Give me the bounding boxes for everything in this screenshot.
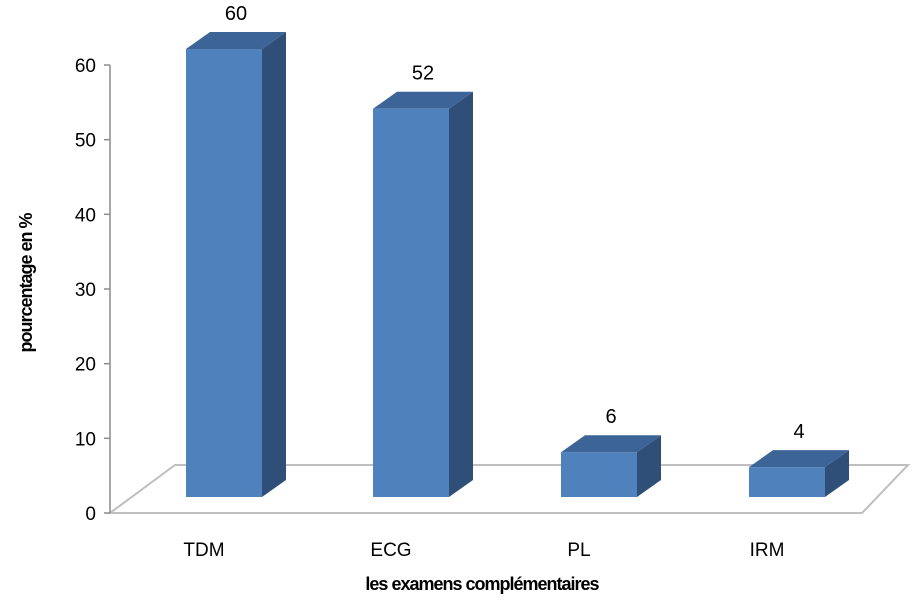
chart-floor [106,464,911,514]
bar-ecg [373,91,473,497]
x-axis-title: les examens complémentaires [365,574,599,594]
floor [106,464,911,514]
bar-side [825,450,849,497]
y-tick-label: 30 [75,280,96,301]
bar-front [186,49,262,497]
x-tick-label: PL [567,540,590,561]
data-label: 4 [793,421,804,443]
bar-tdm [186,32,286,497]
y-tick-label: 40 [75,205,96,226]
x-tick-label: IRM [750,540,785,561]
bar-side [449,91,473,497]
bar-front [749,467,825,497]
y-tick-label: 60 [75,56,96,77]
data-label: 60 [225,3,247,25]
bar-pl [561,435,661,497]
y-axis-title: pourcentage en % [16,212,36,352]
bar-top [186,32,286,49]
bar-side [262,32,286,497]
bar-top [749,450,849,468]
y-axis-ticks: 0 10 20 30 40 50 60 [75,56,110,525]
bars: 60 52 6 4 [186,3,849,497]
bar-side [637,435,661,497]
bar-irm [749,450,849,497]
y-tick-label: 20 [75,355,96,376]
data-label: 52 [412,63,434,85]
y-tick-label: 0 [85,504,96,525]
x-axis-labels: TDM ECG PL IRM [183,540,784,561]
bar-front [561,452,637,497]
x-tick-label: ECG [370,540,411,561]
bar-top [561,435,661,453]
y-tick-label: 10 [75,429,96,450]
bar-front [373,108,449,497]
bar-top [373,91,473,109]
data-label: 6 [605,406,616,428]
x-tick-label: TDM [183,540,224,561]
y-tick-label: 50 [75,131,96,152]
